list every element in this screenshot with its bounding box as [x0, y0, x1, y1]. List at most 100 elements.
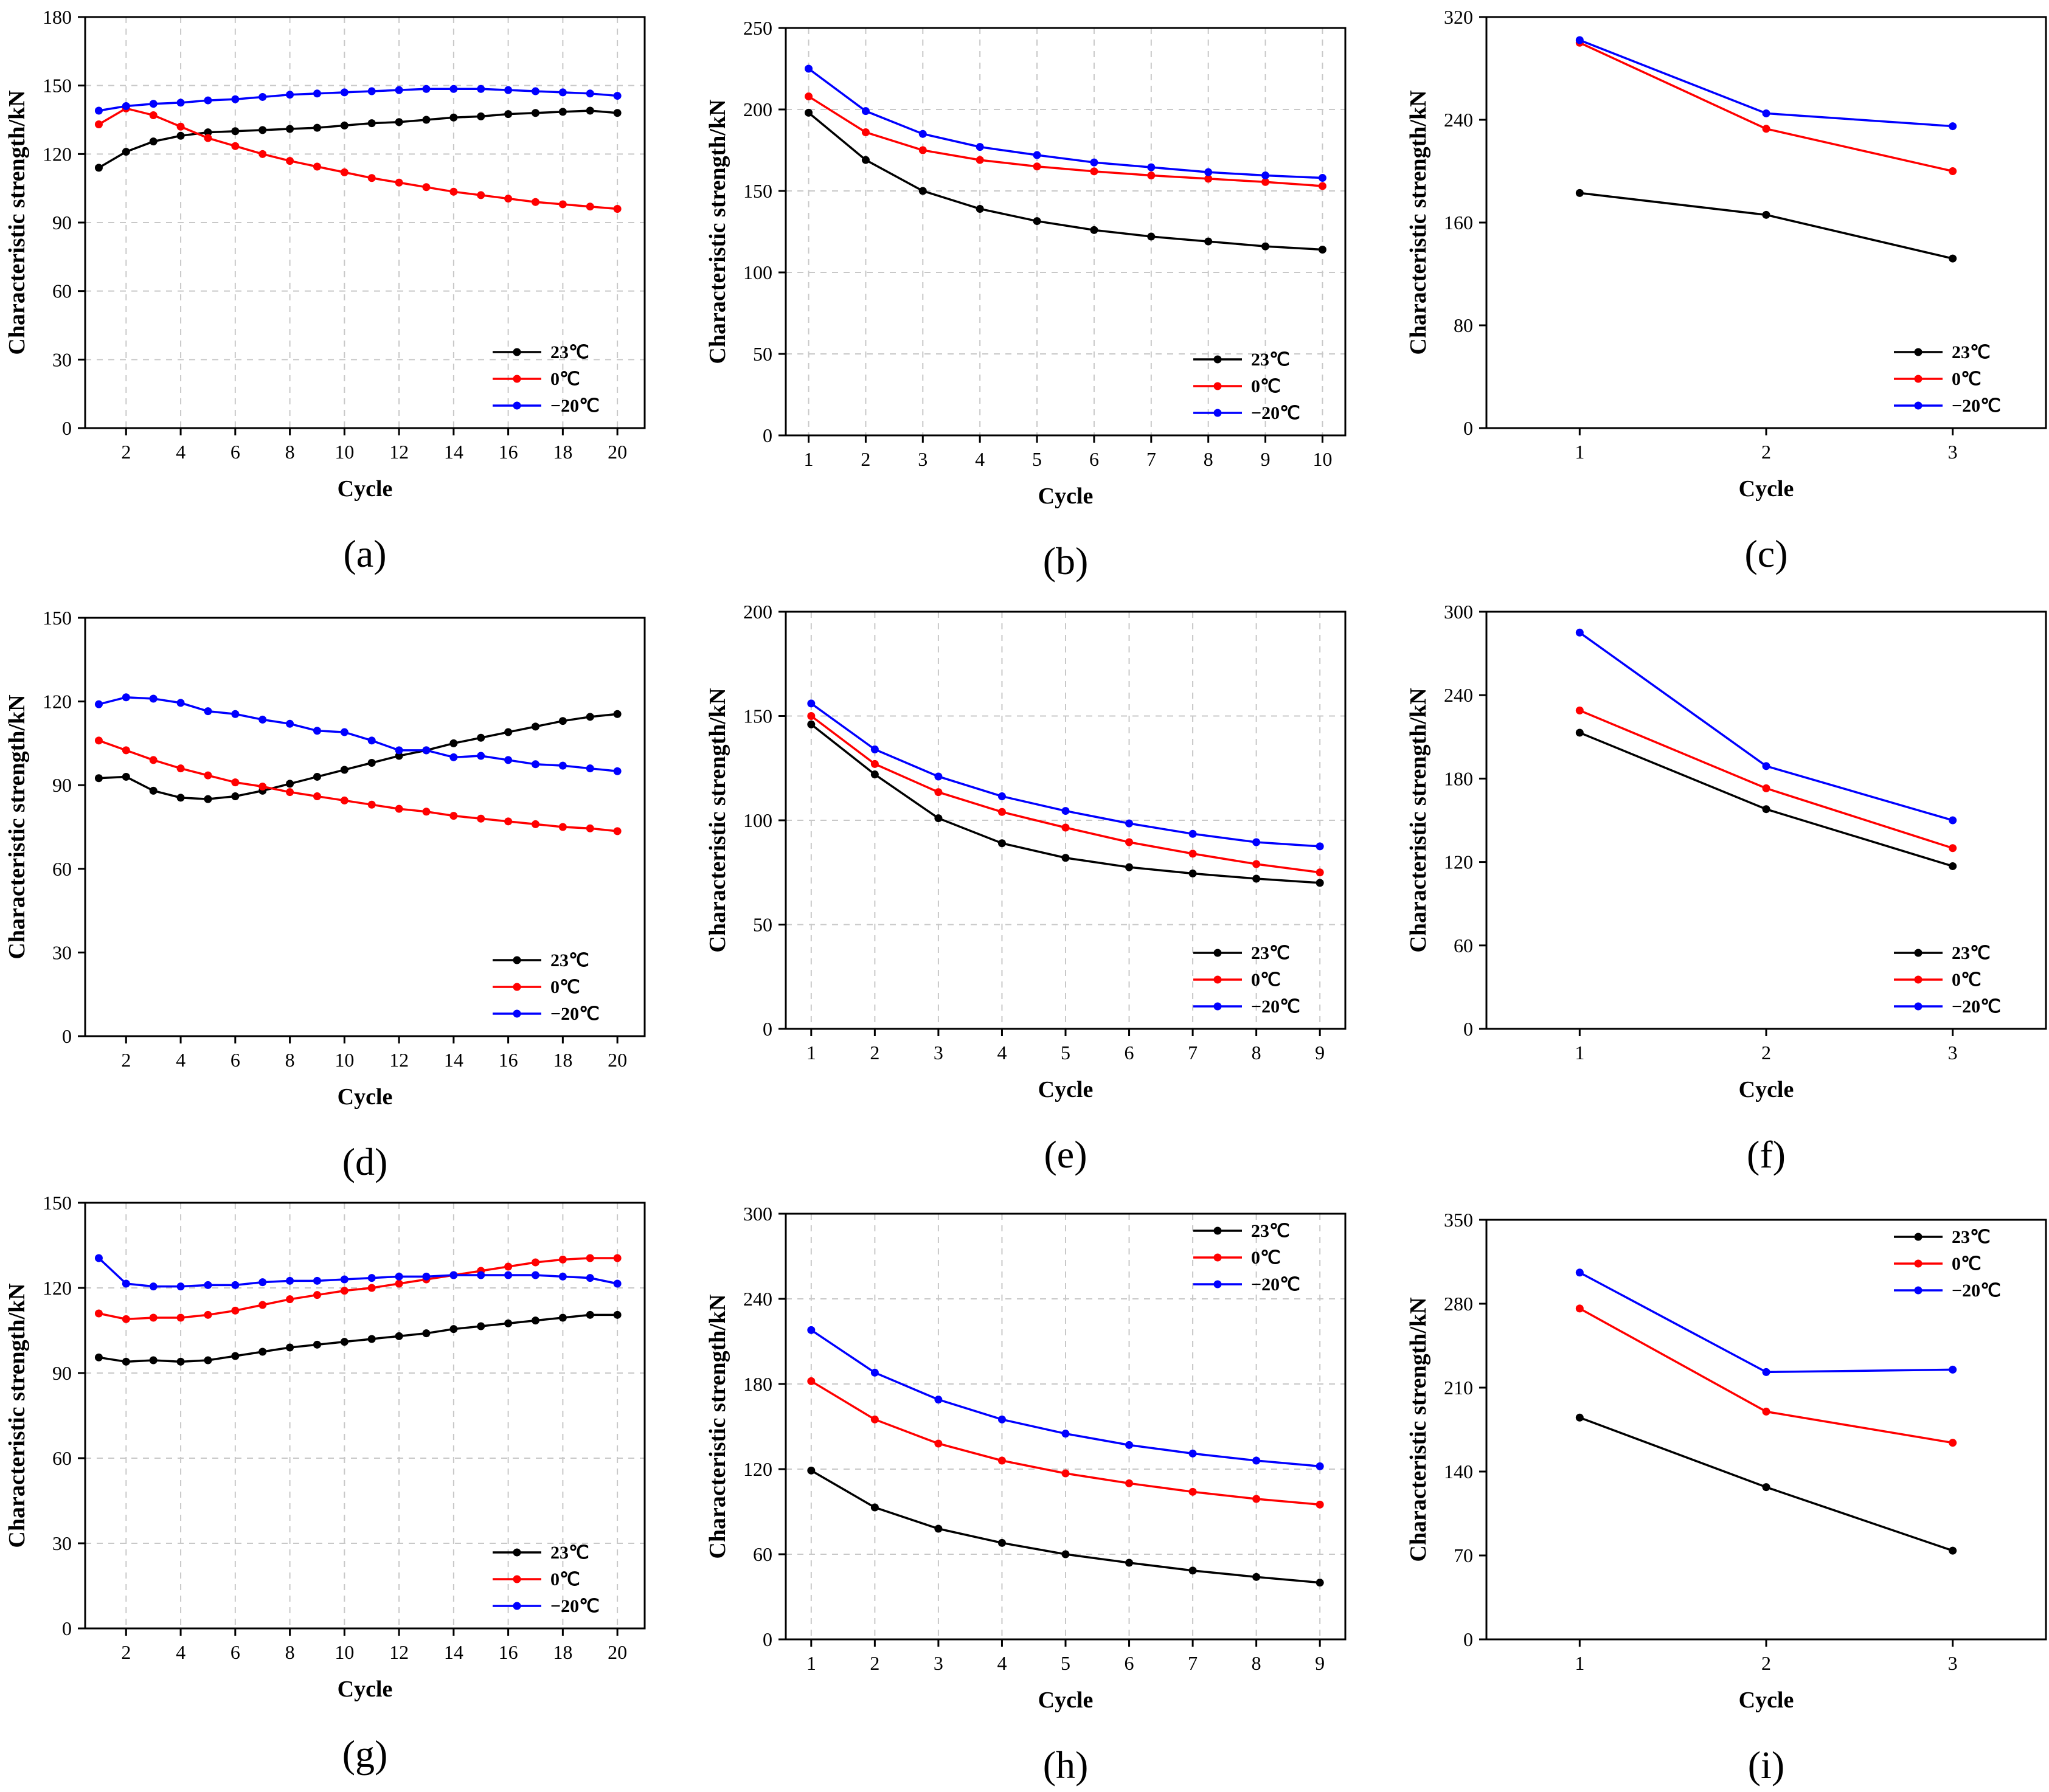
data-point [286, 780, 294, 788]
x-tick-label: 2 [121, 1049, 131, 1071]
data-point [395, 1332, 403, 1340]
data-point [258, 715, 267, 724]
data-point [504, 195, 513, 203]
data-point [870, 745, 879, 753]
data-point [176, 1282, 185, 1291]
y-tick-label: 210 [1444, 1377, 1473, 1399]
data-point [1252, 1572, 1261, 1581]
data-point [1762, 109, 1770, 117]
x-tick-label: 3 [934, 1652, 943, 1674]
y-tick-label: 70 [1454, 1545, 1473, 1566]
panel-caption: (b) [1043, 539, 1089, 583]
data-point [997, 1538, 1006, 1547]
data-point [313, 1291, 321, 1299]
data-point [1188, 829, 1197, 838]
legend-label: −20℃ [1251, 403, 1300, 423]
data-point [1949, 122, 1957, 131]
data-point [1090, 226, 1098, 234]
data-point [367, 736, 376, 745]
data-point [477, 85, 485, 93]
x-axis-label: Cycle [1739, 1077, 1794, 1102]
panel-caption: (h) [1043, 1743, 1089, 1787]
data-point [1147, 232, 1156, 241]
data-point [870, 1415, 879, 1424]
y-tick-label: 300 [1444, 601, 1473, 623]
data-point [1949, 254, 1957, 263]
data-point [94, 736, 103, 745]
data-point [558, 88, 567, 97]
series-line [1579, 192, 1954, 260]
x-tick-label: 2 [121, 441, 131, 463]
data-point [807, 720, 816, 728]
data-point [861, 156, 870, 164]
y-axis-label: Characteristic strength/kN [705, 99, 730, 364]
panel-caption: (g) [342, 1732, 388, 1776]
series-line [808, 112, 1323, 251]
data-point [613, 710, 622, 718]
y-tick-label: 280 [1444, 1293, 1473, 1315]
data-point [286, 719, 294, 728]
data-point [477, 752, 485, 760]
data-point [149, 100, 158, 108]
legend-swatch-marker [513, 956, 521, 964]
data-point [1033, 151, 1041, 159]
y-tick-label: 300 [743, 1203, 772, 1225]
y-tick-label: 0 [62, 417, 72, 439]
x-axis-label: Cycle [1038, 1077, 1094, 1102]
chart-panel: 2 4 6 8 10 12 14 16 18 20 0 30 60 90 120 150 180 Cycle Cha… [4, 6, 646, 575]
data-point [1316, 879, 1324, 887]
x-axis-label: Cycle [1038, 483, 1094, 509]
legend-swatch-marker [1914, 1002, 1922, 1011]
x-tick-label: 2 [1761, 441, 1771, 463]
data-point [1061, 1469, 1070, 1478]
y-axis-label: Characteristic strength/kN [4, 694, 30, 959]
x-tick-label: 7 [1188, 1652, 1198, 1674]
panel-caption: (c) [1744, 532, 1787, 575]
data-point [558, 1255, 567, 1264]
data-point [531, 1258, 539, 1267]
data-point [204, 707, 212, 716]
legend-label: −20℃ [1952, 396, 2001, 416]
x-tick-label: 3 [1948, 441, 1958, 463]
x-tick-label: 10 [335, 441, 354, 463]
chart-panel: 1 2 3 0 70 140 210 280 350 Cycle Characteristic st… [1406, 1209, 2047, 1787]
x-tick-label: 5 [1061, 1652, 1070, 1674]
legend-label: 23℃ [550, 1543, 589, 1563]
data-point [558, 1272, 567, 1281]
x-tick-label: 16 [499, 441, 518, 463]
data-point [1575, 728, 1584, 737]
series-line [99, 713, 618, 800]
y-tick-label: 100 [743, 261, 772, 283]
x-tick-label: 12 [389, 1049, 409, 1071]
y-tick-label: 90 [52, 1362, 72, 1384]
data-point [613, 827, 622, 835]
legend-swatch-marker [1213, 1280, 1222, 1289]
y-axis-label: Characteristic strength/kN [705, 1294, 730, 1558]
data-point [531, 109, 539, 117]
y-axis-label: Characteristic strength/kN [1406, 1297, 1431, 1562]
data-point [504, 756, 513, 764]
data-point [1204, 237, 1213, 246]
x-tick-label: 16 [499, 1641, 518, 1663]
x-tick-label: 18 [553, 441, 572, 463]
data-point [1316, 1579, 1324, 1587]
y-tick-label: 60 [52, 858, 72, 880]
legend-label: 23℃ [1251, 943, 1290, 963]
data-point [1061, 1430, 1070, 1438]
data-point [340, 1275, 348, 1284]
data-point [1949, 816, 1957, 825]
x-tick-label: 14 [444, 1049, 463, 1071]
data-point [1061, 807, 1070, 815]
data-point [204, 1310, 212, 1319]
data-point [286, 1343, 294, 1352]
legend-label: 23℃ [1952, 943, 1991, 963]
data-point [807, 1466, 816, 1475]
data-point [477, 112, 485, 120]
data-point [1762, 1368, 1770, 1376]
legend-swatch-marker [1213, 382, 1222, 390]
x-tick-label: 6 [1125, 1042, 1134, 1064]
x-tick-label: 8 [285, 441, 295, 463]
data-point [997, 792, 1006, 801]
legend-label: −20℃ [550, 1596, 600, 1616]
y-tick-label: 200 [743, 601, 772, 623]
